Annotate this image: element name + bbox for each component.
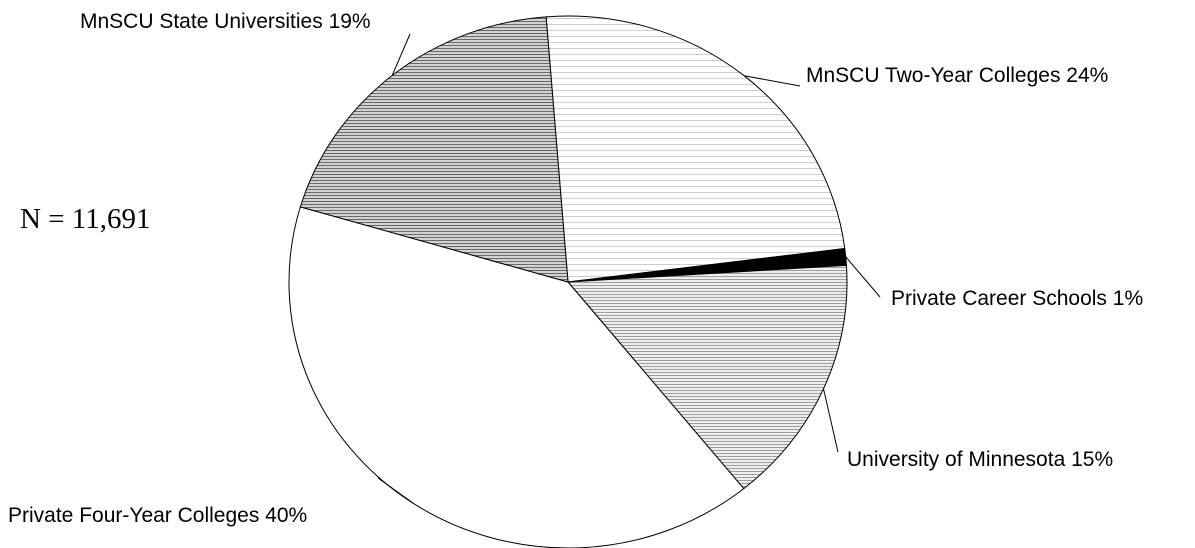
leader-mnscu-state-universities: [391, 33, 411, 76]
slice-mnscu-state-universities: [299, 16, 569, 283]
slice-mnscu-two-year: [545, 15, 846, 283]
slice-private-four-year: [288, 206, 745, 548]
leader-private-four-year: [377, 477, 414, 504]
label-university-of-minnesota: University of Minnesota 15%: [847, 448, 1113, 471]
leader-private-career: [845, 256, 881, 298]
label-private-career: Private Career Schools 1%: [891, 287, 1143, 310]
label-mnscu-state-universities: MnSCU State Universities 19%: [80, 10, 371, 33]
leader-lines: [377, 33, 881, 504]
slice-labels: MnSCU Two-Year Colleges 24% Private Caree…: [8, 10, 1143, 527]
sample-size-label: N = 11,691: [20, 203, 150, 235]
leader-university-of-minnesota: [823, 388, 839, 453]
pie-slices: [288, 15, 848, 548]
label-mnscu-two-year: MnSCU Two-Year Colleges 24%: [806, 64, 1108, 87]
leader-mnscu-two-year: [744, 75, 801, 87]
label-private-four-year: Private Four-Year Colleges 40%: [8, 504, 307, 527]
